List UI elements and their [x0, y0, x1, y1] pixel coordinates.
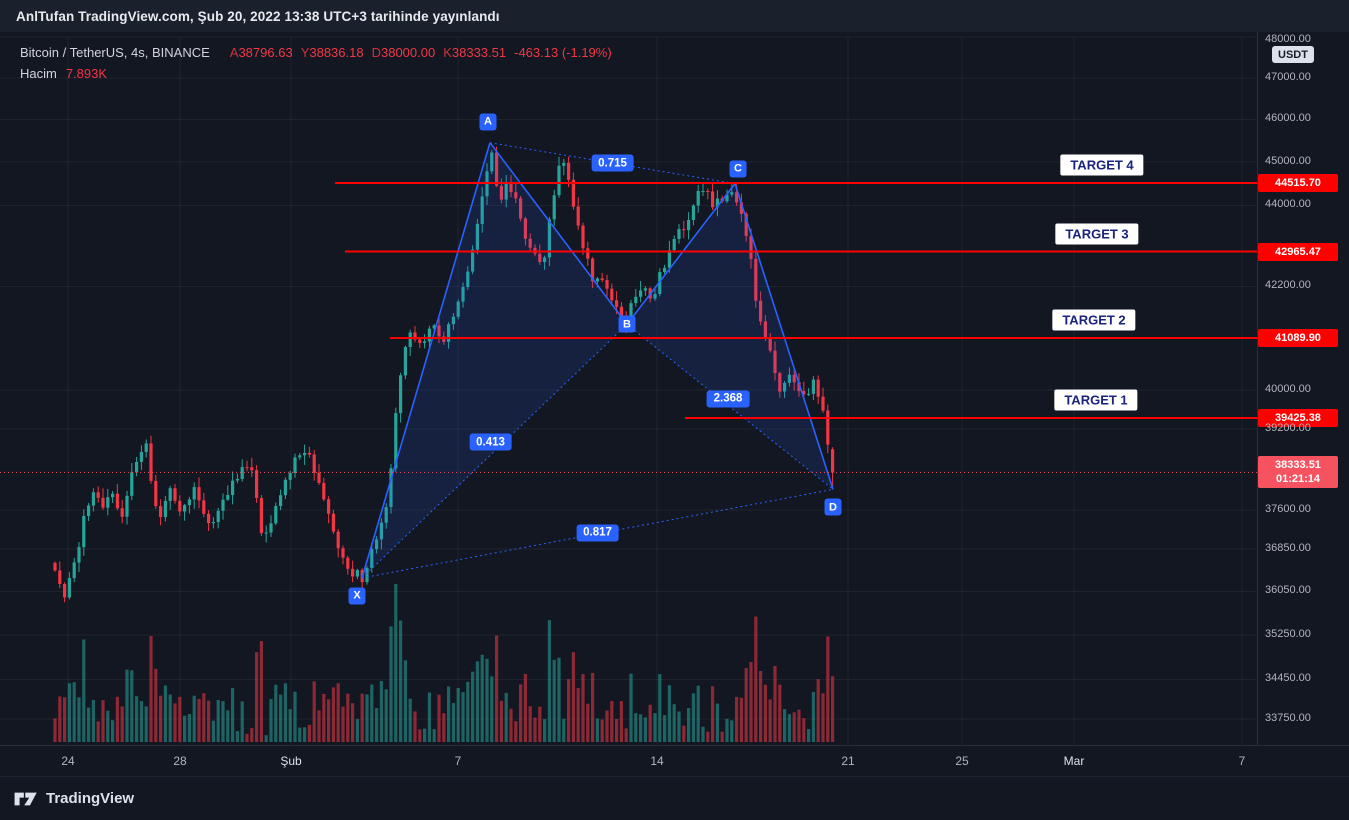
time-axis[interactable]: 24 28 Şub 7 14 21 25 Mar 7 [0, 745, 1349, 776]
tradingview-logo-icon [14, 792, 37, 805]
time-tick: 28 [173, 754, 187, 768]
price-tick: 36050.00 [1265, 584, 1311, 597]
time-tick: 7 [1238, 754, 1246, 768]
symbol-title[interactable]: Bitcoin / TetherUS, 4s, BINANCE [20, 45, 210, 60]
ohlc-value: 38836.18 [309, 45, 364, 60]
time-tick: 24 [61, 754, 75, 768]
price-tick: 48000.00 [1265, 33, 1311, 45]
ohlc-values: A38796.63 Y38836.18 D38000.00 K38333.51 -463… [222, 45, 612, 60]
volume-value: 7.893K [65, 66, 108, 81]
ohlc-value: 38000.00 [380, 45, 436, 60]
price-tick: 42200.00 [1265, 279, 1311, 292]
price-tick: 44000.00 [1265, 198, 1311, 211]
ohlc-letter: D [371, 45, 381, 60]
price-tick: 36850.00 [1265, 541, 1311, 554]
publish-header: AnlTufan TradingView.com, Şub 20, 2022 1… [0, 0, 1349, 32]
candles-layer[interactable] [53, 146, 835, 603]
currency-badge: USDT [1272, 46, 1314, 63]
price-tick: 47000.00 [1265, 70, 1311, 83]
change-value: -463.13 (-1.19%) [514, 45, 612, 60]
volume-label[interactable]: Hacim [20, 66, 57, 81]
price-tick: 37600.00 [1265, 502, 1311, 515]
time-tick: 25 [955, 754, 969, 768]
volume-layer[interactable] [53, 584, 835, 742]
target-lines[interactable] [335, 181, 1257, 419]
target-price-axis-label: 42965.47 [1258, 242, 1338, 261]
current-price-value: 38333.51 [1275, 459, 1321, 472]
price-tick: 34450.00 [1265, 672, 1311, 685]
bar-countdown: 01:21:14 [1275, 473, 1321, 486]
tradingview-wordmark: TradingView [46, 790, 135, 807]
ohlc-value: 38796.63 [238, 45, 293, 60]
publish-title: AnlTufan TradingView.com, Şub 20, 2022 1… [16, 8, 500, 24]
price-tick: 40000.00 [1265, 383, 1311, 396]
time-tick: 14 [650, 754, 664, 768]
time-tick: 7 [454, 754, 462, 768]
time-tick: 21 [841, 754, 855, 768]
legend: Bitcoin / TetherUS, 4s, BINANCE A38796.6… [20, 42, 612, 84]
ohlc-letter: A [229, 45, 239, 60]
target-price-axis-label: 44515.70 [1258, 173, 1338, 192]
time-tick: Mar [1063, 754, 1085, 768]
chart-canvas[interactable] [0, 0, 1257, 776]
price-tick: 39200.00 [1265, 422, 1311, 435]
footer-bar: TradingView [0, 776, 1349, 820]
legend-volume-row: Hacim 7.893K [20, 63, 612, 84]
price-tick: 45000.00 [1265, 154, 1311, 167]
current-price-label: 38333.51 01:21:14 [1258, 456, 1338, 489]
price-tick: 35250.00 [1265, 627, 1311, 640]
price-tick: 33750.00 [1265, 712, 1311, 724]
ohlc-value: 38333.51 [451, 45, 507, 60]
target-price-axis-label: 41089.90 [1258, 328, 1338, 347]
xabcd-pattern[interactable] [361, 142, 834, 579]
ohlc-letter: Y [300, 45, 310, 60]
ohlc-letter: K [443, 45, 452, 60]
target-price-axis-label: 39425.38 [1258, 409, 1338, 428]
price-tick: 46000.00 [1265, 112, 1311, 125]
gridlines [0, 36, 1257, 745]
tradingview-brand[interactable]: TradingView [13, 789, 134, 809]
legend-symbol-row: Bitcoin / TetherUS, 4s, BINANCE A38796.6… [20, 42, 612, 63]
price-axis[interactable]: USDT 38333.51 01:21:14 39425.38 41089.90 4… [1257, 32, 1349, 745]
time-tick: Şub [280, 754, 302, 768]
